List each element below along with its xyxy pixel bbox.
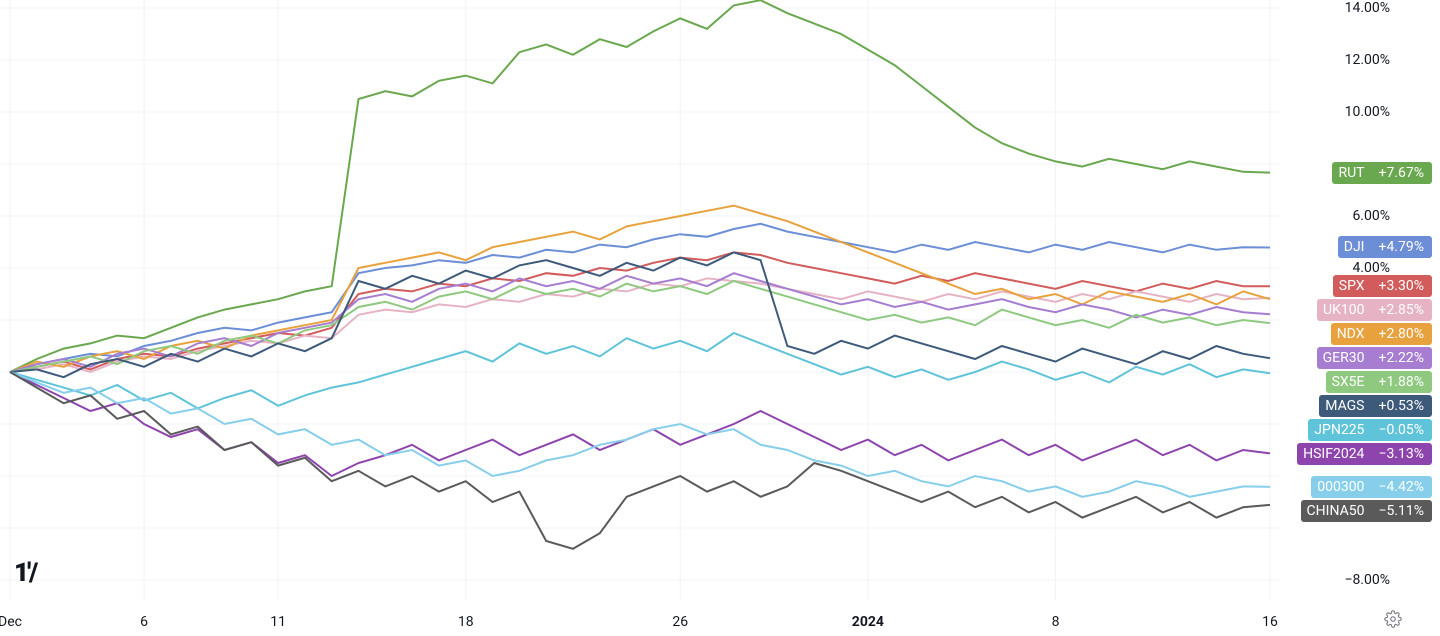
x-axis: Dec 6 11 18 26 2024 8 16 (0, 606, 1440, 636)
tradingview-logo[interactable]: 1'/ (14, 558, 36, 588)
series-badge-RUT[interactable]: RUT+7.67% (1332, 162, 1432, 184)
series-badge-DJI[interactable]: DJI+4.79% (1338, 236, 1432, 258)
series-badge-value: +2.22% (1371, 347, 1433, 369)
x-tick-label: 2024 (852, 614, 884, 630)
series-badge-name: MAGS (1319, 395, 1370, 417)
series-badge-value: +7.67% (1371, 162, 1433, 184)
series-badge-value: +2.80% (1371, 323, 1433, 345)
x-tick-label: 26 (672, 614, 688, 630)
series-badge-value: −5.11% (1370, 500, 1432, 522)
x-tick-label: 18 (458, 614, 474, 630)
series-badge-GER30[interactable]: GER30+2.22% (1317, 347, 1432, 369)
series-badge-name: 000300 (1311, 476, 1370, 498)
series-MAGS[interactable] (10, 252, 1270, 377)
series-UK100[interactable] (10, 278, 1270, 372)
series-badge-name: SPX (1333, 275, 1371, 297)
series-badge-value: −0.05% (1370, 419, 1432, 441)
series-badge-MAGS[interactable]: MAGS+0.53% (1319, 395, 1432, 417)
series-badge-HSIF2024[interactable]: HSIF2024−3.13% (1297, 443, 1432, 465)
series-badge-value: +0.53% (1371, 395, 1433, 417)
series-badge-CHINA50[interactable]: CHINA50−5.11% (1301, 500, 1432, 522)
series-NDX[interactable] (10, 206, 1270, 372)
x-tick-label: 6 (140, 614, 148, 630)
gear-icon[interactable] (1384, 610, 1402, 628)
series-badge-name: HSIF2024 (1297, 443, 1370, 465)
series-badge-value: +1.88% (1371, 371, 1433, 393)
series-000300[interactable] (10, 372, 1270, 497)
chart-plot-area[interactable] (0, 0, 1280, 600)
series-badge-name: GER30 (1317, 347, 1371, 369)
series-badge-value: +3.30% (1371, 275, 1433, 297)
x-tick-label: 16 (1262, 614, 1278, 630)
series-badge-SPX[interactable]: SPX+3.30% (1333, 275, 1432, 297)
series-badge-name: NDX (1331, 323, 1371, 345)
series-badge-name: RUT (1332, 162, 1370, 184)
series-badge-name: DJI (1338, 236, 1371, 258)
series-badge-value: −3.13% (1370, 443, 1432, 465)
series-badge-value: −4.42% (1370, 476, 1432, 498)
series-badge-name: JPN225 (1308, 419, 1370, 441)
series-RUT[interactable] (10, 0, 1270, 372)
series-badge-name: SX5E (1326, 371, 1371, 393)
x-tick-label: 11 (270, 614, 286, 630)
series-badge-name: UK100 (1317, 299, 1370, 321)
series-badge-value: +4.79% (1371, 236, 1433, 258)
series-badge-name: CHINA50 (1301, 500, 1371, 522)
chart-svg (0, 0, 1280, 600)
series-badge-NDX[interactable]: NDX+2.80% (1331, 323, 1432, 345)
series-badge-SX5E[interactable]: SX5E+1.88% (1326, 371, 1432, 393)
series-badge-000300[interactable]: 000300−4.42% (1311, 476, 1432, 498)
series-badge-UK100[interactable]: UK100+2.85% (1317, 299, 1432, 321)
x-tick-label: 8 (1052, 614, 1060, 630)
series-badge-value: +2.85% (1371, 299, 1433, 321)
x-tick-label: Dec (0, 614, 22, 630)
series-JPN225[interactable] (10, 333, 1270, 408)
series-price-scale: RUT+7.67%DJI+4.79%SPX+3.30%UK100+2.85%ND… (1252, 0, 1432, 600)
series-badge-JPN225[interactable]: JPN225−0.05% (1308, 419, 1432, 441)
